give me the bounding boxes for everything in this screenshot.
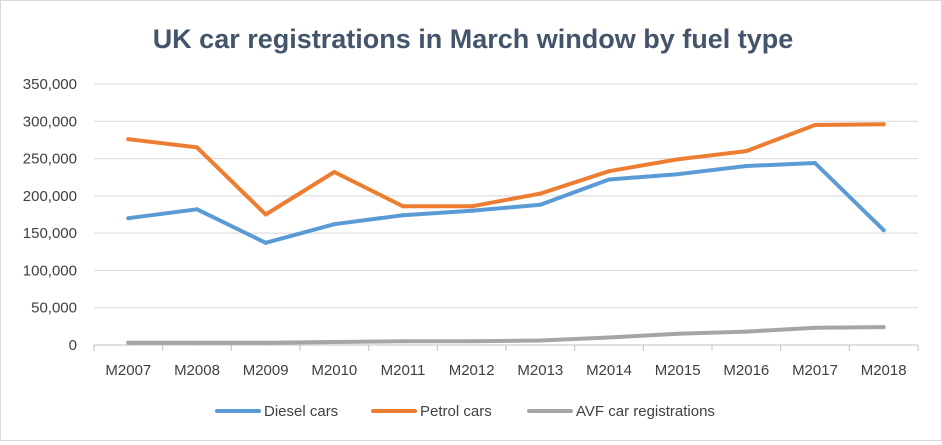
data-point <box>263 212 268 217</box>
x-tick-label: M2015 <box>655 362 701 379</box>
data-point <box>881 228 886 233</box>
x-axis: M2007 M2008 M2009 M2010 M2011 M2012 M2013 M2014… <box>93 344 919 379</box>
y-tick-label: 350,000 <box>23 76 77 93</box>
legend-label: Petrol cars <box>420 403 492 420</box>
gridlines <box>94 83 918 309</box>
x-tick-label: M2016 <box>723 362 769 379</box>
y-axis: 0 50,000 100,000 150,000 200,000 250,000 300,0… <box>23 76 77 354</box>
data-point <box>813 161 817 166</box>
data-point <box>744 164 749 169</box>
data-point <box>744 329 749 334</box>
data-point <box>469 204 474 209</box>
data-point <box>126 137 131 142</box>
data-point <box>401 339 405 344</box>
data-point <box>607 169 611 174</box>
y-tick-label: 200,000 <box>23 188 77 205</box>
y-tick-label: 0 <box>69 337 77 354</box>
legend-label: Diesel cars <box>264 403 338 420</box>
data-point <box>675 331 680 336</box>
data-point <box>469 339 474 344</box>
data-point <box>744 149 749 154</box>
data-point <box>332 169 337 174</box>
x-tick-label: M2010 <box>311 362 357 379</box>
x-tick-label: M2007 <box>105 362 151 379</box>
chart-title: UK car registrations in March window by … <box>153 24 794 54</box>
data-point <box>263 340 268 345</box>
data-point <box>195 145 199 150</box>
y-tick-label: 50,000 <box>31 300 77 317</box>
x-tick-label: M2013 <box>517 362 563 379</box>
series-line-diesel-cars <box>126 161 886 245</box>
data-point <box>675 157 680 162</box>
data-point <box>538 191 543 196</box>
data-point <box>126 216 131 221</box>
data-point <box>195 207 199 212</box>
data-point <box>469 208 474 213</box>
x-tick-label: M2018 <box>861 362 907 379</box>
data-point <box>263 240 268 245</box>
legend-label: AVF car registrations <box>576 403 715 420</box>
data-point <box>332 222 337 227</box>
data-point <box>126 340 131 345</box>
data-point <box>881 122 886 127</box>
data-point <box>607 177 611 182</box>
x-tick-label: M2011 <box>381 362 426 379</box>
data-point <box>332 340 337 345</box>
y-tick-label: 250,000 <box>23 151 77 168</box>
data-point <box>401 213 405 218</box>
data-point <box>401 204 405 209</box>
x-tick-label: M2009 <box>243 362 289 379</box>
data-point <box>538 338 543 343</box>
legend: Diesel cars Petrol cars AVF car registrati… <box>215 403 715 420</box>
data-point <box>538 202 543 207</box>
series-lines <box>126 122 886 345</box>
y-tick-label: 100,000 <box>23 262 77 279</box>
data-point <box>607 335 611 340</box>
data-point <box>675 172 680 177</box>
x-tick-label: M2014 <box>586 362 632 379</box>
series-line-petrol-cars <box>126 122 886 217</box>
x-tick-label: M2012 <box>449 362 495 379</box>
x-tick-label: M2017 <box>792 362 838 379</box>
y-tick-label: 150,000 <box>23 225 77 242</box>
data-point <box>813 123 817 128</box>
data-point <box>813 325 817 330</box>
y-tick-label: 300,000 <box>23 113 77 130</box>
data-point <box>195 340 199 345</box>
x-tick-label: M2008 <box>174 362 220 379</box>
series-line-avf-car-registrations <box>126 325 886 345</box>
data-point <box>881 325 886 330</box>
